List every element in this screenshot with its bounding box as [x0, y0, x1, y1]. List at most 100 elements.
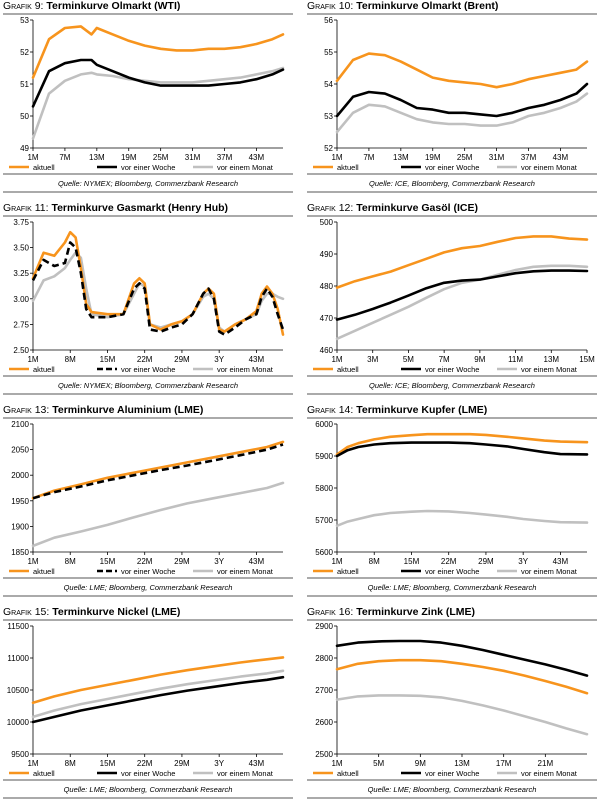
x-tick-label: 8M [65, 759, 76, 768]
chart-svg: 9500 10000 10500 11000 11500 1M 8M 15M 22M 29M 3Y 4… [7, 622, 285, 778]
x-tick-label: 15M [579, 355, 595, 364]
series-line-woche [335, 441, 589, 458]
x-tick-label: 25M [457, 153, 473, 162]
bottom-rule [307, 797, 597, 799]
series-line-aktuell [335, 52, 589, 89]
series-line-aktuell [335, 432, 589, 456]
y-tick-label: 2100 [11, 420, 29, 429]
title-rule [3, 619, 293, 621]
title-rule [3, 417, 293, 419]
y-tick-label: 500 [320, 218, 334, 227]
y-tick-label: 11500 [7, 622, 29, 631]
y-tick-label: 49 [20, 144, 29, 153]
x-tick-label: 22M [137, 355, 153, 364]
y-tick-label: 2800 [315, 654, 333, 663]
x-tick-label: 15M [404, 557, 420, 566]
legend-label-aktuell: aktuell [337, 163, 359, 172]
x-tick-label: 1M [331, 557, 342, 566]
legend-label-monat: vor einem Monat [521, 769, 578, 778]
legend-label-woche: vor einer Woche [121, 769, 175, 778]
x-tick-label: 15M [100, 557, 116, 566]
legend-label-monat: vor einem Monat [217, 163, 274, 172]
title-rule [3, 215, 293, 217]
chart-svg: 2.50 2.75 3.00 3.25 3.50 3.75 1M 8M 15M 22M 29M 3Y 4… [9, 218, 285, 374]
legend-rule [307, 173, 597, 175]
series-line-woche [31, 58, 285, 108]
chart-panel: Grafik 11: Terminkurve Gasmarkt (Henry H… [3, 202, 293, 404]
title-rule [307, 215, 597, 217]
legend-rule [3, 577, 293, 579]
x-tick-label: 5M [373, 759, 384, 768]
y-tick-label: 52 [20, 48, 29, 57]
x-tick-label: 29M [174, 355, 190, 364]
x-tick-label: 19M [121, 153, 137, 162]
x-tick-label: 3M [367, 355, 378, 364]
legend-rule [307, 779, 597, 781]
legend-rule [3, 173, 293, 175]
chart-number: Grafik 9: [3, 0, 44, 12]
legend-label-aktuell: aktuell [337, 567, 359, 576]
series-line-aktuell [31, 230, 285, 336]
legend-label-monat: vor einem Monat [217, 365, 274, 374]
chart-svg: 1850 1900 1950 2000 2050 2100 1M 8M 15M 22M 29M 3Y 4… [9, 420, 285, 576]
series-line-woche [32, 443, 284, 500]
x-tick-label: 1M [27, 153, 38, 162]
title-rule [307, 13, 597, 15]
y-tick-label: 1850 [11, 548, 29, 557]
y-tick-label: 5700 [315, 516, 333, 525]
bottom-rule [3, 393, 293, 395]
chart-title: Grafik 13: Terminkurve Aluminium (LME) [3, 404, 203, 416]
chart-title-text: Terminkurve Kupfer (LME) [356, 404, 488, 416]
x-tick-label: 37M [217, 153, 233, 162]
y-tick-label: 3.00 [13, 295, 29, 304]
y-tick-label: 3.75 [13, 218, 29, 227]
series-line-aktuell [31, 440, 285, 500]
x-tick-label: 1M [27, 557, 38, 566]
x-tick-label: 19M [425, 153, 441, 162]
x-tick-label: 29M [174, 759, 190, 768]
x-tick-label: 9M [415, 759, 426, 768]
title-rule [3, 13, 293, 15]
legend-label-woche: vor einer Woche [425, 365, 479, 374]
chart-title-text: Terminkurve Zink (LME) [356, 606, 476, 618]
legend-label-monat: vor einem Monat [217, 769, 274, 778]
y-tick-label: 50 [20, 112, 29, 121]
y-tick-label: 2050 [11, 446, 29, 455]
source-note: Quelle: LME; Bloomberg, Commerzbank Rese… [367, 785, 537, 794]
source-note: Quelle: ICE; Bloomberg, Commerzbank Rese… [369, 381, 535, 390]
chart-title-text: Terminkurve Gasmarkt (Henry Hub) [51, 202, 229, 214]
x-tick-label: 43M [249, 759, 265, 768]
x-tick-label: 5M [403, 355, 414, 364]
legend-label-monat: vor einem Monat [521, 163, 578, 172]
x-tick-label: 31M [489, 153, 505, 162]
x-tick-label: 13M [454, 759, 470, 768]
chart-svg: 460 470 480 490 500 1M 3M 5M 7M 9M 11M 13M 15M aktuel… [313, 218, 595, 374]
y-tick-label: 1950 [11, 497, 29, 506]
chart-svg: 49 50 51 52 53 1M 7M 13M 19M 25M 31M 37M 43M aktuell v… [9, 16, 285, 172]
series-line-monat [335, 694, 589, 736]
legend-label-woche: vor einer Woche [425, 769, 479, 778]
series-line-monat [31, 66, 285, 140]
x-tick-label: 43M [249, 557, 265, 566]
chart-title: Grafik 10: Terminkurve Olmarkt (Brent) [307, 0, 498, 12]
y-tick-label: 10500 [7, 686, 30, 695]
x-tick-label: 29M [174, 557, 190, 566]
series-line-aktuell [31, 25, 285, 79]
chart-number: Grafik 15: [3, 606, 50, 618]
x-tick-label: 15M [100, 759, 116, 768]
chart-panel: Grafik 10: Terminkurve Olmarkt (Brent) 52… [307, 0, 597, 202]
title-rule [307, 619, 597, 621]
x-tick-label: 37M [521, 153, 537, 162]
y-tick-label: 5800 [315, 484, 333, 493]
x-tick-label: 8M [65, 557, 76, 566]
series-line-woche [31, 675, 285, 724]
source-note: Quelle: LME; Bloomberg, Commerzbank Rese… [367, 583, 537, 592]
series-line-monat [31, 481, 285, 548]
x-tick-label: 8M [369, 557, 380, 566]
bottom-rule [3, 797, 293, 799]
x-tick-label: 17M [496, 759, 512, 768]
y-tick-label: 2.75 [13, 320, 29, 329]
x-tick-label: 29M [478, 557, 494, 566]
y-tick-label: 51 [20, 80, 29, 89]
legend-rule [307, 375, 597, 377]
